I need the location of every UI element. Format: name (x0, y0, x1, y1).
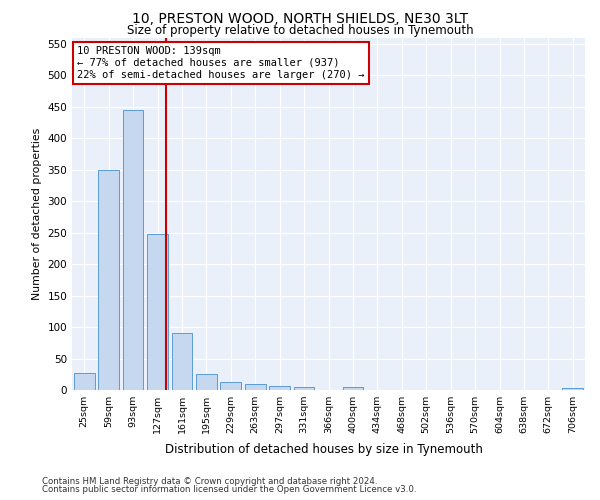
Bar (245, 384, 266, 390)
Bar (122, 110, 143, 390)
Text: 10, PRESTON WOOD, NORTH SHIELDS, NE30 3LT: 10, PRESTON WOOD, NORTH SHIELDS, NE30 3L… (132, 12, 468, 26)
Bar (269, 386, 290, 390)
Text: Contains HM Land Registry data © Crown copyright and database right 2024.: Contains HM Land Registry data © Crown c… (42, 477, 377, 486)
Bar (98, 170, 119, 390)
Bar (343, 387, 364, 390)
Bar (196, 374, 217, 390)
Bar (172, 334, 193, 390)
Bar (293, 387, 314, 390)
Text: 10 PRESTON WOOD: 139sqm
← 77% of detached houses are smaller (937)
22% of semi-d: 10 PRESTON WOOD: 139sqm ← 77% of detache… (77, 46, 365, 80)
Bar (74, 373, 95, 390)
Text: Distribution of detached houses by size in Tynemouth: Distribution of detached houses by size … (165, 442, 483, 456)
Text: Size of property relative to detached houses in Tynemouth: Size of property relative to detached ho… (127, 24, 473, 37)
Bar (147, 234, 168, 390)
Bar (562, 388, 583, 390)
Y-axis label: Number of detached properties: Number of detached properties (32, 128, 42, 300)
Bar (220, 382, 241, 390)
Text: Contains public sector information licensed under the Open Government Licence v3: Contains public sector information licen… (42, 485, 416, 494)
